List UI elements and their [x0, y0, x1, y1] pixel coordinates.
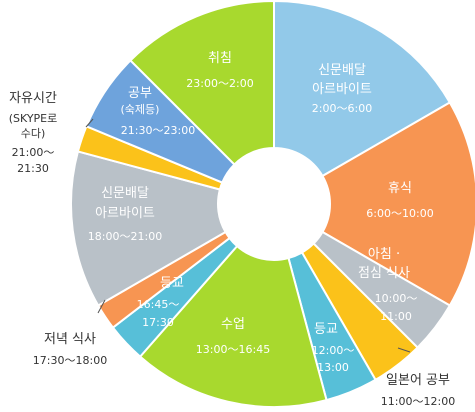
- outside-label-name-l3: 수다): [21, 127, 46, 140]
- leader-line-free-time: [85, 118, 94, 128]
- outside-label-name: 저녁 식사: [44, 332, 96, 347]
- slice-label-time: 2:00～6:00: [312, 102, 372, 115]
- outside-label-time: 11:00～12:00: [381, 395, 455, 408]
- slice-label-name-l1: 신문배달: [101, 186, 149, 201]
- slice-label-time-l1: 10:00～: [375, 292, 418, 305]
- outside-label-name: 일본어 공부: [386, 373, 450, 388]
- slice-label-time-l2: 13:00: [317, 361, 349, 374]
- slice-label-time-l2: 17:30: [142, 316, 174, 329]
- slice-label-time: 23:00～2:00: [186, 77, 253, 90]
- slice-label-time: 21:30～23:00: [121, 124, 195, 137]
- slice-label-time-l1: 16:45～: [137, 298, 180, 311]
- slice-label-time: 13:00～16:45: [196, 343, 270, 356]
- slice-label-name-l2: 점심 식사: [358, 266, 410, 281]
- outside-label-name-l2: (SKYPE로: [9, 112, 58, 125]
- slice-label-time: 18:00～21:00: [88, 230, 162, 243]
- slice-label-name: 휴식: [388, 181, 412, 196]
- slice-label-name: 등교: [160, 276, 184, 291]
- outside-label-name-l1: 자유시간: [9, 91, 57, 106]
- slice-label-name-l2: 아르바이트: [312, 82, 372, 97]
- leader-line-dinner: [97, 299, 106, 314]
- slice-label-time-l2: 11:00: [380, 310, 412, 323]
- slice-label-name-l1: 아침 ·: [368, 247, 400, 262]
- slices-group: [70, 0, 475, 408]
- slice-label-time: 6:00～10:00: [366, 207, 433, 220]
- donut-hole: [218, 148, 330, 260]
- outside-label-time-l2: 21:30: [17, 162, 49, 175]
- slice-label-name-l2: (숙제등): [121, 103, 160, 116]
- outside-label-time: 17:30～18:00: [33, 354, 107, 367]
- slice-label-time-l1: 12:00～: [312, 344, 355, 357]
- slice-label-name: 등교: [314, 322, 338, 337]
- outside-label-time-l1: 21:00～: [12, 146, 55, 159]
- slice-label-name: 수업: [221, 317, 245, 332]
- slice-label-name-l1: 신문배달: [318, 63, 366, 78]
- slice-label-name: 취침: [208, 51, 232, 66]
- leader-line-japanese-study: [397, 347, 411, 353]
- slice-label-name-l2: 아르바이트: [95, 206, 155, 221]
- slice-label-name-l1: 공부: [128, 86, 152, 101]
